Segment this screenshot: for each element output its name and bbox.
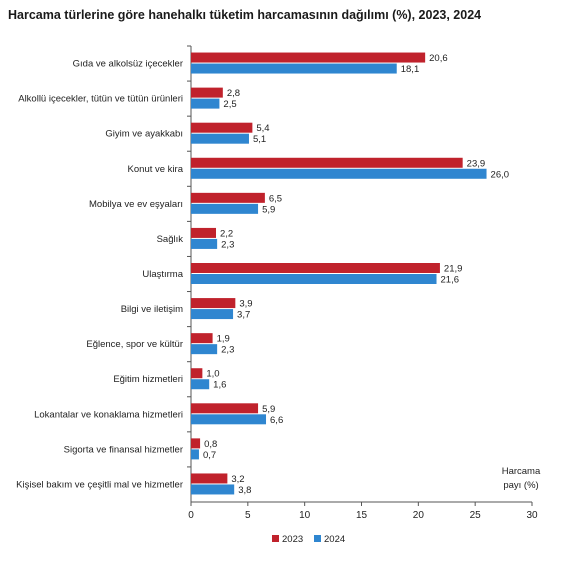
data-label-2024: 2,5 (223, 99, 236, 110)
category-label: Sigorta ve finansal hizmetler (64, 444, 183, 455)
data-label-2023: 5,4 (256, 123, 269, 134)
category-label: Konut ve kira (128, 164, 184, 175)
category-label: Lokantalar ve konaklama hizmetleri (34, 409, 183, 420)
bar-2023 (191, 192, 265, 203)
bar-2023 (191, 227, 217, 238)
x-tick-label: 20 (413, 510, 425, 521)
data-label-2023: 23,9 (467, 158, 486, 169)
bar-2024 (191, 449, 199, 460)
chart-title: Harcama türlerine göre hanehalkı tüketim… (8, 8, 482, 22)
data-label-2023: 2,2 (220, 228, 233, 239)
data-label-2023: 1,0 (206, 369, 219, 380)
bar-2024 (191, 309, 234, 320)
category-label: Alkollü içecekler, tütün ve tütün ürünle… (18, 94, 183, 105)
bar-2023 (191, 157, 463, 168)
category-label: Kişisel bakım ve çeşitli mal ve hizmetle… (16, 479, 183, 490)
category-label: Bilgi ve iletişim (121, 304, 183, 315)
category-label: Ulaştırma (142, 269, 183, 280)
bar-2024 (191, 414, 267, 425)
category-label: Sağlık (157, 234, 184, 245)
bar-2024 (191, 133, 249, 144)
bar-2024 (191, 63, 397, 74)
bar-2023 (191, 473, 228, 484)
data-label-2023: 0,8 (204, 439, 217, 450)
data-label-2023: 5,9 (262, 404, 275, 415)
data-label-2024: 5,9 (262, 204, 275, 215)
legend-swatch-2023 (272, 535, 279, 542)
data-label-2023: 3,9 (239, 299, 252, 310)
bar-2023 (191, 333, 213, 344)
data-label-2024: 18,1 (401, 64, 420, 75)
x-tick-label: 0 (188, 510, 194, 521)
x-axis-label-line2: payı (%) (503, 480, 538, 491)
bar-2024 (191, 379, 210, 390)
data-label-2023: 6,5 (269, 193, 282, 204)
legend-label-2023: 2023 (282, 534, 303, 545)
data-label-2023: 1,9 (217, 334, 230, 345)
category-label: Eğitim hizmetleri (113, 374, 183, 385)
bar-2023 (191, 52, 426, 63)
data-label-2024: 26,0 (491, 169, 510, 180)
bar-2024 (191, 274, 437, 284)
data-label-2023: 20,6 (429, 53, 448, 64)
data-label-2024: 3,7 (237, 310, 250, 321)
data-label-2023: 3,2 (231, 474, 244, 485)
x-tick-label: 30 (526, 510, 538, 521)
bar-2024 (191, 168, 487, 179)
data-label-2024: 2,3 (221, 239, 234, 250)
bar-2023 (191, 438, 201, 449)
category-label: Mobilya ve ev eşyaları (89, 199, 183, 210)
x-tick-label: 5 (245, 510, 251, 521)
bar-2023 (191, 122, 253, 133)
bar-2024 (191, 203, 259, 214)
data-label-2023: 21,9 (444, 264, 463, 275)
data-label-2024: 6,6 (270, 415, 283, 426)
data-label-2024: 21,6 (441, 275, 460, 286)
category-label: Eğlence, spor ve kültür (86, 339, 183, 350)
category-label: Gıda ve alkolsüz içecekler (73, 59, 183, 70)
legend-label-2024: 2024 (324, 534, 345, 545)
x-axis-label-line1: Harcama (502, 466, 541, 477)
bar-2024 (191, 238, 218, 249)
bar-2024 (191, 344, 218, 355)
data-label-2024: 3,8 (238, 485, 251, 496)
bar-2024 (191, 484, 235, 495)
bar-2023 (191, 87, 223, 98)
data-label-2024: 2,3 (221, 345, 234, 356)
legend-swatch-2024 (314, 535, 321, 542)
data-label-2024: 1,6 (213, 380, 226, 391)
x-tick-label: 15 (356, 510, 368, 521)
data-label-2023: 2,8 (227, 88, 240, 99)
data-label-2024: 5,1 (253, 134, 266, 145)
bar-2023 (191, 403, 259, 414)
data-label-2024: 0,7 (203, 450, 216, 461)
bar-2023 (191, 298, 236, 309)
x-tick-label: 25 (470, 510, 482, 521)
category-label: Giyim ve ayakkabı (105, 129, 183, 140)
bar-2023 (191, 368, 203, 379)
bar-2024 (191, 98, 220, 109)
bar-2023 (191, 263, 440, 273)
x-tick-label: 10 (299, 510, 311, 521)
